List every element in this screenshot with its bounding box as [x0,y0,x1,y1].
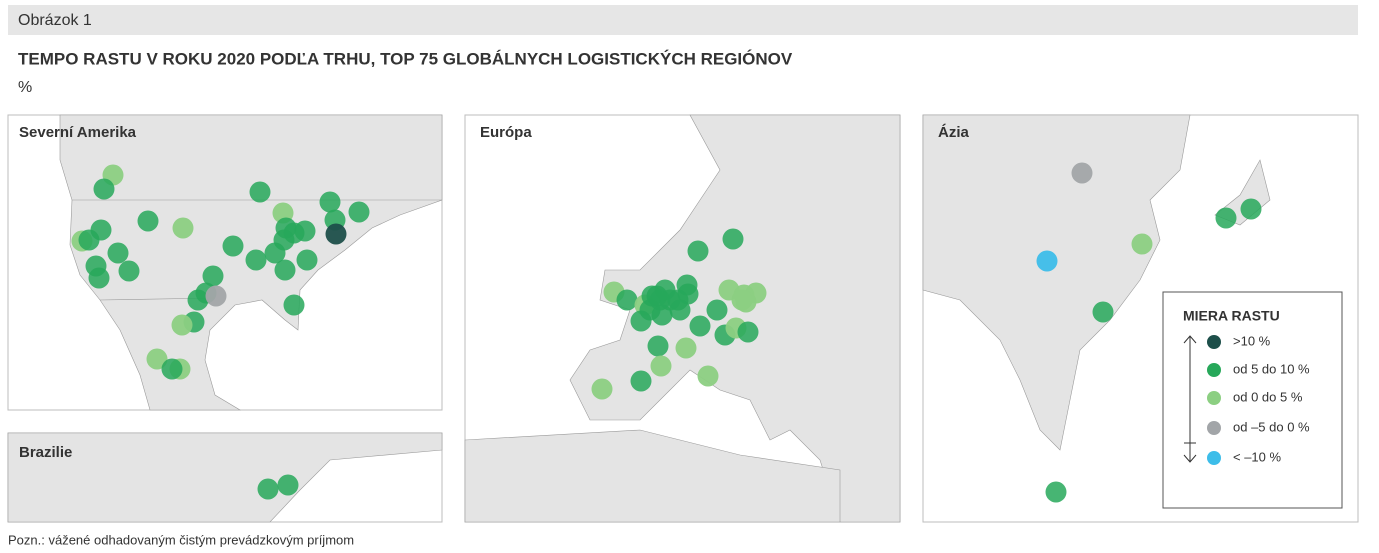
figure-label: Obrázok 1 [18,12,92,29]
region-dot [93,178,115,200]
dots [71,162,1262,503]
panel-brazil: Brazilie [7,432,443,523]
header-bar [8,5,1358,35]
region-dot [1036,250,1058,272]
region-dot [669,299,691,321]
region-dot [137,210,159,232]
region-dot [172,217,194,239]
region-dot [616,289,638,311]
region-dot [1131,233,1153,255]
panel-name: Európa [480,124,532,141]
panel-europe: Európa [464,114,901,523]
land [922,114,1191,451]
region-dot [202,265,224,287]
figure-title: TEMPO RASTU V ROKU 2020 PODĽA TRHU, TOP … [18,49,793,68]
region-dot [296,249,318,271]
legend-title: MIERA RASTU [1183,308,1280,324]
region-dot [650,355,672,377]
region-dot [88,267,110,289]
panel-name: Severní Amerika [19,124,137,141]
region-dot [737,321,759,343]
region-dot [161,358,183,380]
region-dot [697,365,719,387]
legend-swatch [1207,363,1221,377]
legend-arrow [1183,335,1197,463]
panel-north-america: Severní Amerika [7,114,443,411]
region-dot [1240,198,1262,220]
region-dot [205,285,227,307]
region-dot [146,348,168,370]
legend-swatch [1207,421,1221,435]
legend-label: od 5 do 10 % [1233,361,1310,376]
region-dot [78,229,100,251]
unit: % [18,79,32,96]
panel-name: Ázia [938,124,970,141]
region-dot [647,335,669,357]
region-dot [706,299,728,321]
legend-label: >10 % [1233,333,1271,348]
panel-name: Brazilie [19,444,72,461]
legend-swatch [1207,451,1221,465]
land [464,429,841,523]
region-dot [294,220,316,242]
region-dot [591,378,613,400]
legend-label: od 0 do 5 % [1233,389,1303,404]
region-dot [319,191,341,213]
region-dot [1045,481,1067,503]
region-dot [187,289,209,311]
region-dot [264,242,286,264]
region-dot [118,260,140,282]
region-dot [651,304,673,326]
legend-label: od –5 do 0 % [1233,419,1310,434]
region-dot [722,228,744,250]
region-dot [107,242,129,264]
legend-swatch [1207,335,1221,349]
region-dot [1071,162,1093,184]
legend: MIERA RASTU >10 % od 5 do 10 % od 0 do 5 %… [1162,291,1343,509]
region-dot [348,201,370,223]
region-dot [325,223,347,245]
region-dot [257,478,279,500]
region-dot [274,259,296,281]
legend-swatch [1207,391,1221,405]
region-dot [731,289,753,311]
legend-frame [1162,291,1343,509]
region-dot [1092,301,1114,323]
region-dot [283,294,305,316]
region-dot [675,337,697,359]
region-dot [249,181,271,203]
land [7,432,443,523]
region-dot [630,370,652,392]
note: Pozn.: vážené odhadovaným čistým prevádz… [8,532,354,547]
region-dot [277,474,299,496]
region-dot [245,249,267,271]
region-dot [630,310,652,332]
legend-label: < –10 % [1233,449,1282,464]
region-dot [171,314,193,336]
region-dot [689,315,711,337]
region-dot [1215,207,1237,229]
region-dot [222,235,244,257]
region-dot [687,240,709,262]
